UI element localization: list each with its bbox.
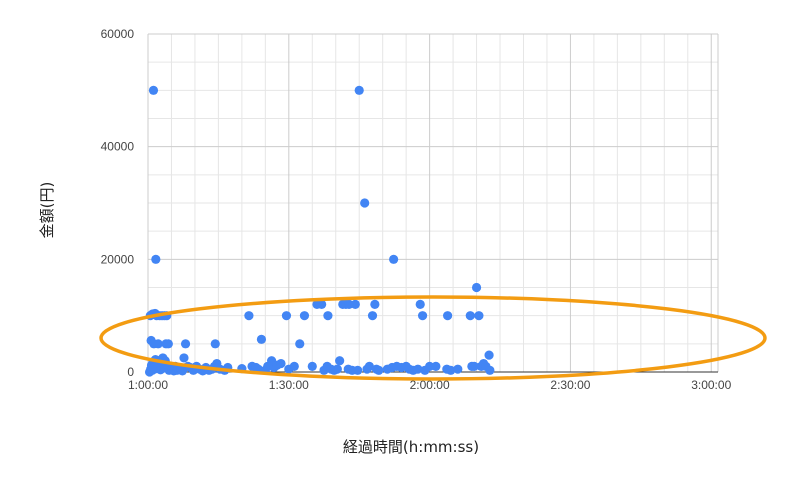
data-point xyxy=(443,311,453,321)
x-tick-label: 1:00:00 xyxy=(128,378,168,392)
data-point xyxy=(374,365,384,375)
data-point xyxy=(307,361,317,371)
data-point xyxy=(364,361,374,371)
minor-gridlines xyxy=(148,34,718,372)
x-tick-label: 2:30:00 xyxy=(550,378,590,392)
data-point xyxy=(163,339,173,349)
y-axis-title: 金額(円) xyxy=(38,182,56,239)
data-point xyxy=(210,339,220,349)
data-point xyxy=(256,334,267,344)
data-point xyxy=(281,311,292,321)
x-axis-title: 経過時間(h:mm:ss) xyxy=(343,438,479,456)
data-point xyxy=(469,361,479,371)
data-point xyxy=(180,339,191,349)
data-point xyxy=(453,364,463,374)
x-axis-tick-labels: 1:00:00 1:30:00 2:00:00 2:30:00 3:00:00 xyxy=(128,378,732,392)
data-point xyxy=(389,254,399,264)
data-point xyxy=(276,358,286,369)
data-point xyxy=(332,364,342,374)
data-point xyxy=(485,365,495,375)
y-tick-label: 40000 xyxy=(101,140,135,154)
data-point xyxy=(367,311,378,321)
data-point xyxy=(148,85,159,95)
highlight-ellipse xyxy=(99,295,767,381)
data-point xyxy=(360,198,370,208)
x-tick-label: 1:30:00 xyxy=(269,378,309,392)
data-point xyxy=(179,353,189,363)
data-point xyxy=(474,311,484,321)
y-tick-label: 60000 xyxy=(101,27,135,41)
data-point xyxy=(289,361,299,371)
data-point xyxy=(295,339,305,349)
x-tick-label: 2:00:00 xyxy=(410,378,450,392)
y-tick-label: 0 xyxy=(127,365,134,379)
y-axis-tick-labels: 0 20000 40000 60000 xyxy=(101,27,135,379)
y-tick-label: 20000 xyxy=(101,252,135,266)
data-point xyxy=(153,339,163,349)
data-point xyxy=(370,299,380,309)
data-point xyxy=(353,365,363,375)
data-point xyxy=(151,254,161,264)
data-point xyxy=(431,361,441,371)
data-point xyxy=(244,311,254,321)
data-point xyxy=(465,311,475,321)
data-point xyxy=(484,350,494,360)
data-point xyxy=(417,311,428,321)
data-point xyxy=(354,85,364,95)
data-point xyxy=(323,311,333,321)
data-point xyxy=(350,299,360,309)
data-point xyxy=(299,311,310,321)
data-point xyxy=(446,365,456,375)
data-point xyxy=(471,282,482,293)
data-point xyxy=(413,364,423,374)
data-point xyxy=(317,299,327,309)
data-point xyxy=(335,356,345,366)
data-point xyxy=(415,299,425,309)
x-tick-label: 3:00:00 xyxy=(691,378,731,392)
